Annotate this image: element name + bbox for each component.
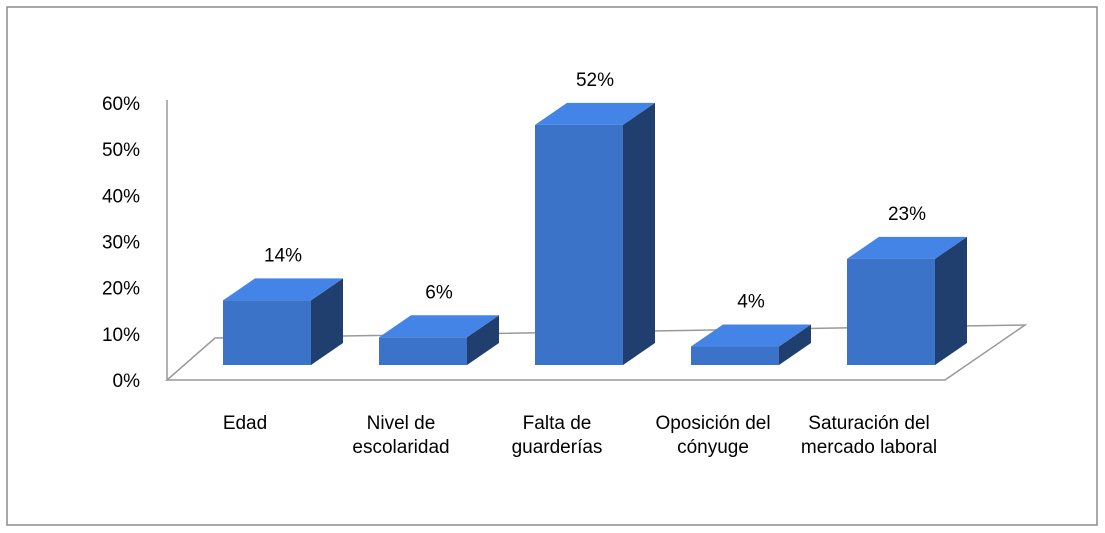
bar (691, 346, 779, 365)
y-tick-label: 10% (102, 325, 140, 346)
y-tick-label: 30% (102, 233, 140, 254)
bar-side (935, 236, 967, 365)
bar-top (223, 278, 343, 301)
bar-top (535, 102, 655, 125)
x-tick-label: Nivel de escolaridad (352, 413, 450, 458)
y-tick-label: 60% (102, 94, 140, 115)
bar-side (311, 278, 343, 365)
bar-top (379, 315, 499, 338)
y-tick-label: 40% (102, 186, 140, 207)
bar (223, 300, 311, 365)
data-label: 14% (264, 245, 302, 266)
data-label: 52% (576, 70, 614, 91)
bar (535, 124, 623, 365)
data-label: 4% (737, 292, 765, 313)
bar (847, 258, 935, 365)
bar-top (691, 324, 811, 347)
x-tick-label: Oposición del cónyuge (655, 413, 771, 458)
x-tick-label: Saturación del mercado laboral (800, 413, 938, 458)
x-tick-label: Falta de guarderías (511, 413, 603, 458)
x-tick-label: Edad (222, 413, 268, 434)
bar (379, 337, 467, 365)
bar-side (623, 102, 655, 365)
y-tick-label: 20% (102, 279, 140, 300)
data-label: 23% (888, 204, 926, 225)
y-tick-label: 0% (113, 371, 141, 392)
chart-frame (6, 6, 1098, 526)
bar-top (847, 236, 967, 259)
data-label: 6% (425, 282, 453, 303)
bar-side (467, 315, 499, 365)
y-tick-label: 50% (102, 140, 140, 161)
bar-side (779, 324, 811, 365)
